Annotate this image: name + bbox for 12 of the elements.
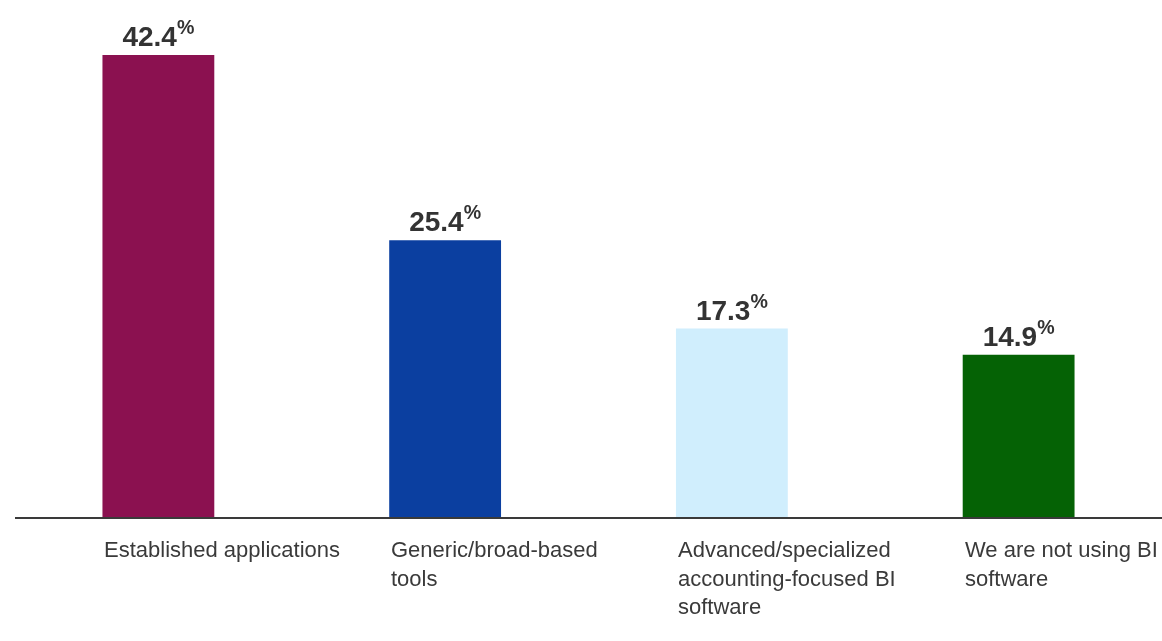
bar <box>389 240 502 517</box>
bar <box>102 55 215 517</box>
x-tick-label: Advanced/specialized accounting-focused BI software <box>678 537 896 620</box>
bar <box>675 328 788 517</box>
x-tick-label: Established applications <box>104 537 341 562</box>
data-label: 14.9$^{%}$ <box>982 315 1055 352</box>
x-tick-label: Generic/broad-based tools <box>391 537 598 591</box>
data-label: 17.3$^{%}$ <box>695 289 768 326</box>
data-label: 25.4$^{%}$ <box>409 201 482 238</box>
bar <box>962 354 1075 517</box>
data-label: 42.4$^{%}$ <box>122 16 195 52</box>
x-tick-label: We are not using BI software <box>965 537 1158 591</box>
